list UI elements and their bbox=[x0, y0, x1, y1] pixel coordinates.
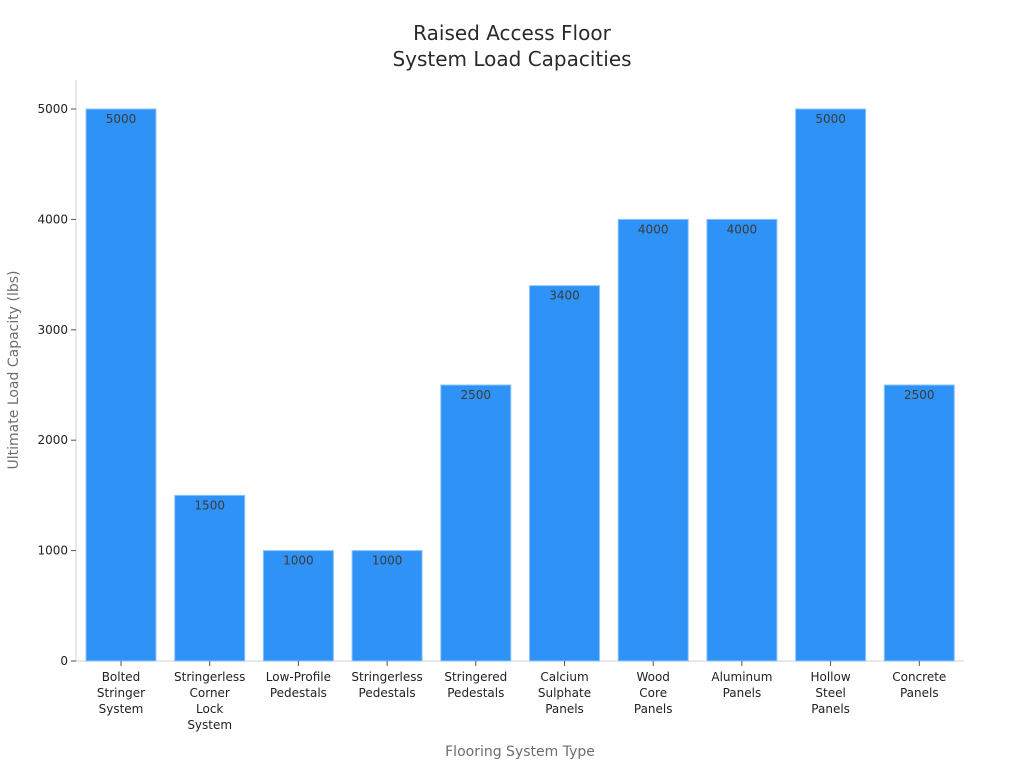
x-tick-label: System bbox=[99, 702, 144, 716]
bar bbox=[617, 218, 689, 662]
bar bbox=[85, 108, 157, 662]
x-tick-label: Pedestals bbox=[270, 686, 327, 700]
x-tick-label: Wood bbox=[636, 670, 669, 684]
x-tick-label: Panels bbox=[811, 702, 850, 716]
bar bbox=[262, 550, 334, 662]
y-tick-label: 1000 bbox=[37, 544, 68, 558]
x-tick-label: Core bbox=[639, 686, 667, 700]
x-tick-label: Concrete bbox=[892, 670, 946, 684]
bar-value-label: 3400 bbox=[549, 289, 580, 303]
bar-value-label: 5000 bbox=[106, 112, 137, 126]
x-tick-label: Pedestals bbox=[359, 686, 416, 700]
bar-value-label: 1000 bbox=[283, 554, 314, 568]
chart-title-line-2: System Load Capacities bbox=[392, 47, 632, 71]
x-tick-label: Pedestals bbox=[447, 686, 504, 700]
x-tick-label: Steel bbox=[815, 686, 845, 700]
y-tick-label: 2000 bbox=[37, 433, 68, 447]
bar bbox=[795, 108, 867, 662]
x-tick-label: Bolted bbox=[102, 670, 141, 684]
bar bbox=[883, 384, 955, 662]
x-tick-label: Panels bbox=[900, 686, 939, 700]
x-tick-label: Panels bbox=[545, 702, 584, 716]
x-tick-label: Low-Profile bbox=[266, 670, 331, 684]
y-tick-label: 5000 bbox=[37, 102, 68, 116]
x-axis-label: Flooring System Type bbox=[445, 744, 595, 760]
bar-value-label: 2500 bbox=[461, 388, 492, 402]
x-tick-label: Lock bbox=[196, 702, 223, 716]
x-tick-label: System bbox=[187, 718, 232, 732]
bar-value-label: 5000 bbox=[815, 112, 846, 126]
bar bbox=[351, 550, 423, 662]
y-axis-label: Ultimate Load Capacity (lbs) bbox=[6, 271, 22, 470]
x-tick-label: Calcium bbox=[540, 670, 588, 684]
x-tick-label: Stringered bbox=[444, 670, 507, 684]
y-tick-label: 0 bbox=[60, 654, 68, 668]
x-tick-label: Panels bbox=[723, 686, 762, 700]
bar-value-label: 1000 bbox=[372, 554, 403, 568]
bar-value-label: 4000 bbox=[727, 222, 758, 236]
bar bbox=[174, 494, 246, 662]
bar-value-label: 1500 bbox=[194, 498, 225, 512]
bar bbox=[440, 384, 512, 662]
x-tick-label: Aluminum bbox=[711, 670, 772, 684]
x-tick-label: Hollow bbox=[810, 670, 850, 684]
x-tick-label: Corner bbox=[190, 686, 230, 700]
y-tick-label: 4000 bbox=[37, 212, 68, 226]
y-tick-label: 3000 bbox=[37, 323, 68, 337]
x-tick-label: Sulphate bbox=[538, 686, 591, 700]
x-tick-label: Stringerless bbox=[174, 670, 245, 684]
x-tick-label: Stringer bbox=[97, 686, 145, 700]
bar bbox=[529, 285, 600, 662]
bar-value-label: 4000 bbox=[638, 222, 669, 236]
bar bbox=[706, 218, 778, 662]
x-tick-label: Panels bbox=[634, 702, 673, 716]
chart-title-line-1: Raised Access Floor bbox=[413, 21, 611, 45]
bar-value-label: 2500 bbox=[904, 388, 935, 402]
x-tick-label: Stringerless bbox=[351, 670, 422, 684]
